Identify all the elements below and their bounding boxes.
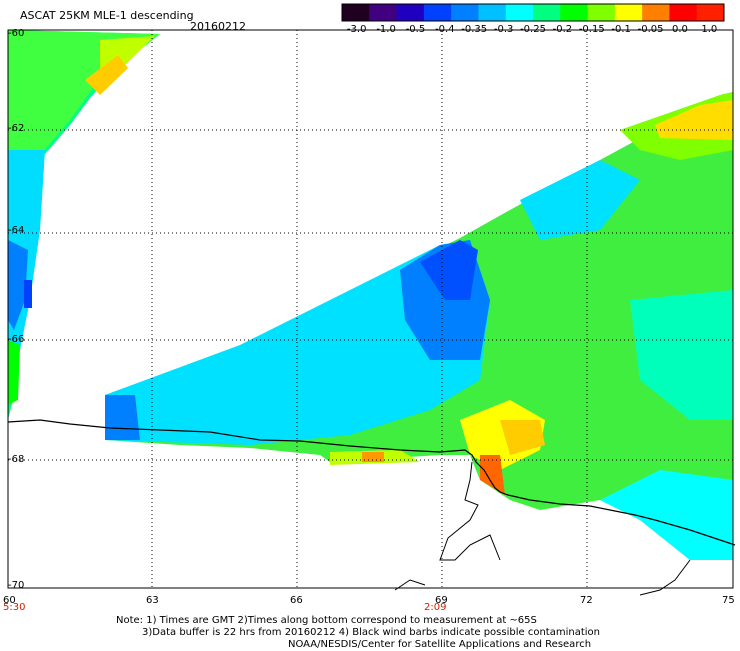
colorbar-frame <box>341 3 725 22</box>
time-label: 2:09 <box>424 602 446 613</box>
time-label: 5:30 <box>3 602 25 613</box>
lon-label: 75 <box>722 595 735 606</box>
colorbar-tick-label: 1.0 <box>701 24 717 35</box>
lat-label: -60 <box>8 28 24 39</box>
colorbar-segment <box>642 4 670 21</box>
colorbar-tick-label: -0.35 <box>461 24 487 35</box>
colorbar-segment <box>505 4 534 21</box>
colorbar-segment <box>614 4 643 21</box>
colorbar-segment <box>587 4 616 21</box>
colorbar-tick-label: -0.4 <box>435 24 455 35</box>
colorbar-segment <box>342 4 370 21</box>
coastline <box>7 419 736 546</box>
colorbar-tick-label: -0.15 <box>579 24 605 35</box>
lon-label: 60 <box>3 595 16 606</box>
note-line-3: NOAA/NESDIS/Center for Satellite Applica… <box>288 639 592 650</box>
lat-label: -68 <box>8 454 24 465</box>
colorbar-segment <box>560 4 589 21</box>
lat-label: -70 <box>8 580 24 591</box>
colorbar-segment <box>669 4 698 21</box>
colorbar-tick-label: -0.25 <box>520 24 546 35</box>
colorbar-tick-label: -0.2 <box>553 24 573 35</box>
lon-labels: 60 63 66 69 72 75 <box>3 595 735 606</box>
colorbar-tick-label: -0.3 <box>494 24 514 35</box>
lat-label: -66 <box>8 334 24 345</box>
lon-label: 66 <box>290 595 303 606</box>
map-title: ASCAT 25KM MLE-1 descending <box>20 9 194 22</box>
colorbar-segment <box>478 4 507 21</box>
lat-label: -64 <box>8 225 24 236</box>
map-date: 20160212 <box>190 20 246 33</box>
colorbar-tick-label: -3.0 <box>347 24 367 35</box>
colorbar-segment <box>423 4 452 21</box>
colorbar-tick-label: -0.05 <box>638 24 664 35</box>
lat-label: -62 <box>8 123 24 134</box>
colorbar-segment <box>396 4 425 21</box>
colorbar-tick-label: -0.5 <box>406 24 426 35</box>
colorbar-segment <box>369 4 398 21</box>
colorbar-segment <box>451 4 479 21</box>
note-line-1: Note: 1) Times are GMT 2)Times along bot… <box>116 615 537 626</box>
gridlines <box>8 30 733 588</box>
colorbar: -3.0 -1.0 -0.5 -0.4 -0.35 -0.3 -0.25 -0.2 -0.15-… <box>341 3 725 35</box>
swath-west <box>8 30 160 420</box>
colorbar-segment <box>696 4 725 21</box>
colorbar-tick-label: -0.1 <box>611 24 631 35</box>
lat-labels: -60 -62 -64 -66 -68 -70 <box>8 28 24 591</box>
lon-label: 72 <box>580 595 593 606</box>
colorbar-tick-label: 0.0 <box>672 24 688 35</box>
swath-main <box>105 92 733 560</box>
colorbar-segment <box>533 4 561 21</box>
plot-frame <box>7 29 734 589</box>
lon-label: 69 <box>435 595 448 606</box>
note-line-2: 3)Data buffer is 22 hrs from 20160212 4)… <box>142 627 600 638</box>
lon-label: 63 <box>146 595 159 606</box>
colorbar-tick-label: -1.0 <box>376 24 396 35</box>
